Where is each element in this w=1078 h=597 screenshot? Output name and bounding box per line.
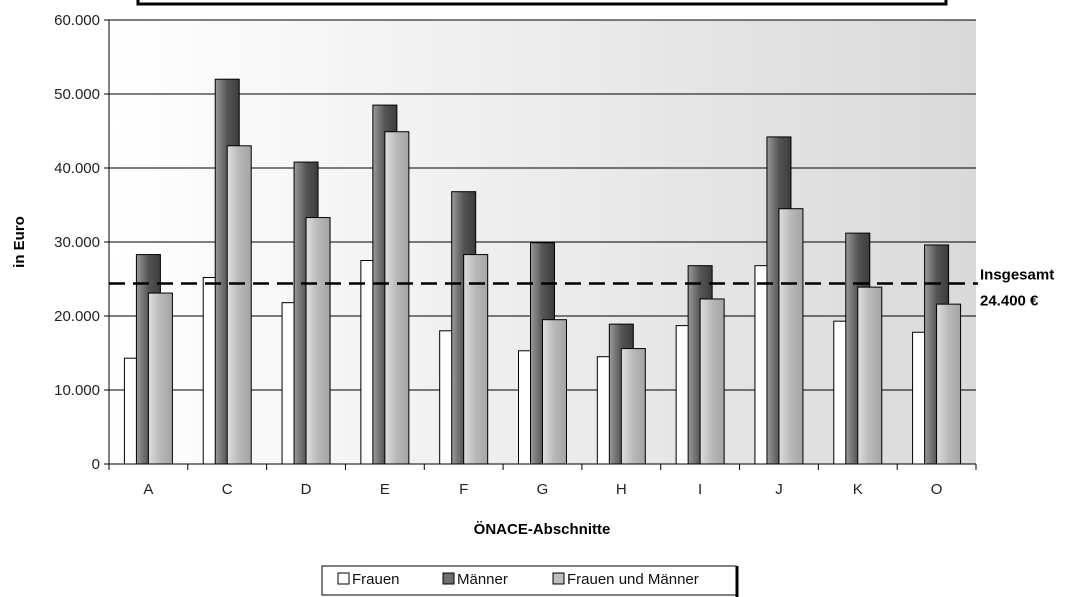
reference-line-value: 24.400 € [980,292,1039,309]
bar-frauen-und-maenner [147,292,173,465]
bar-frauen-und-maenner [463,254,489,465]
x-tick-label: I [698,481,702,498]
bar-frauen-und-maenner [857,286,883,465]
y-tick-label: 50.000 [54,86,100,103]
y-tick-label: 40.000 [54,160,100,177]
title-box-fragment [136,0,948,6]
x-tick-label: D [301,481,312,498]
x-tick-label: A [143,481,153,498]
legend-swatch-maenner [442,572,455,585]
x-tick-label: F [459,481,468,498]
bar-frauen-und-maenner [384,131,410,465]
x-tick-label: H [616,481,627,498]
y-tick-label: 10.000 [54,382,100,399]
legend-swatch-frauen-und-maenner [552,572,565,585]
bar-frauen-und-maenner [305,217,331,465]
bar-frauen-und-maenner [699,298,725,465]
legend-label: Männer [457,571,508,588]
bar-frauen-und-maenner [542,319,567,465]
x-tick-label: E [380,481,390,498]
reference-line-label: Insgesamt [980,266,1054,283]
legend-swatch-frauen [337,572,350,585]
x-tick-label: O [931,481,943,498]
y-tick-label: 30.000 [54,234,100,251]
y-tick-labels: 0 10.000 20.000 30.000 40.000 50.000 60.000 [54,12,100,473]
bar-frauen-und-maenner [778,208,804,465]
bar-frauen-und-maenner [620,348,646,465]
legend: Frauen Männer Frauen und Männer [321,565,739,597]
y-tick-label: 0 [92,456,100,473]
x-tick-label: J [775,481,783,498]
x-tick-label: K [853,481,863,498]
y-axis-title: in Euro [11,216,28,268]
legend-label: Frauen und Männer [567,571,699,588]
axes [104,19,977,470]
y-tick-label: 60.000 [54,12,100,29]
bar-frauen-und-maenner [936,303,962,465]
x-axis-title: ÖNACE-Abschnitte [474,521,611,538]
bars [123,78,962,465]
x-tick-label: G [537,481,549,498]
legend-label: Frauen [352,571,400,588]
x-tick-label: C [222,481,233,498]
y-tick-label: 20.000 [54,308,100,325]
bar-frauen-und-maenner [226,145,252,465]
